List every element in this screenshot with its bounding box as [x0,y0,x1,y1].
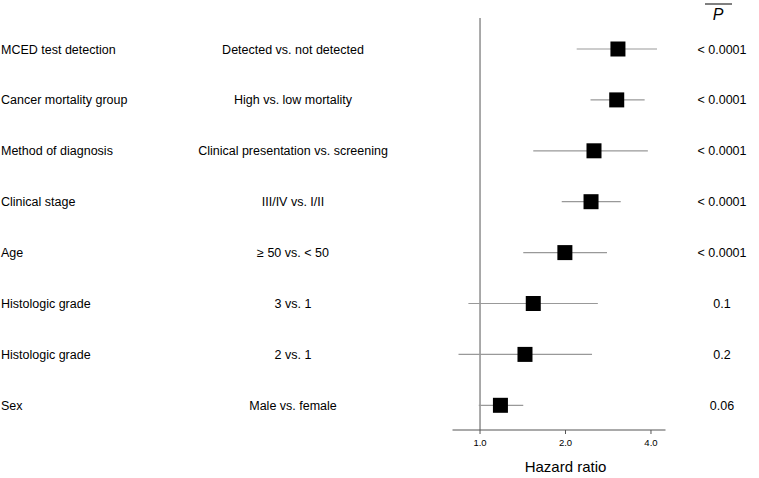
p-header: P [713,6,724,23]
x-tick-label: 1.0 [473,437,486,448]
hazard-ratio-box [517,347,532,362]
p-value: 0.1 [713,297,730,311]
x-tick-label: 4.0 [644,437,657,448]
x-tick-label: 2.0 [559,437,572,448]
row-label: Age [1,246,23,260]
p-value: 0.2 [713,348,730,362]
x-axis [453,430,666,431]
hazard-ratio-box [609,92,624,107]
p-header-rule [705,4,732,5]
row-label: MCED test detection [1,43,116,57]
reference-line [480,18,481,430]
x-axis-label: Hazard ratio [525,458,607,475]
comparison-label: High vs. low mortality [234,93,353,107]
comparison-label: Male vs. female [249,399,337,413]
p-value: < 0.0001 [697,144,746,158]
x-tick [480,430,481,434]
chart: 1.0 2.0 4.0 Hazard ratio P MCED test detectio… [0,0,759,478]
x-tick [565,430,566,434]
comparison-label: 2 vs. 1 [275,348,312,362]
p-value: < 0.0001 [697,246,746,260]
hazard-ratio-box [493,398,508,413]
comparison-label: 3 vs. 1 [275,297,312,311]
p-value: < 0.0001 [697,195,746,209]
comparison-label: ≥ 50 vs. < 50 [257,246,329,260]
hazard-ratio-box [610,42,625,57]
row-label: Method of diagnosis [1,144,113,158]
hazard-ratio-box [526,296,541,311]
comparison-label: Detected vs. not detected [222,43,364,57]
hazard-ratio-box [584,194,599,209]
comparison-label: III/IV vs. I/II [262,195,325,209]
x-tick [650,430,651,434]
hazard-ratio-box [586,143,601,158]
p-value: 0.06 [710,399,734,413]
p-value: < 0.0001 [697,43,746,57]
p-value: < 0.0001 [697,93,746,107]
row-label: Histologic grade [1,297,91,311]
hazard-ratio-box [557,245,572,260]
row-label: Histologic grade [1,348,91,362]
marks [459,42,657,413]
row-label: Sex [1,399,23,413]
row-label: Clinical stage [1,195,75,209]
row-label: Cancer mortality group [1,93,127,107]
comparison-label: Clinical presentation vs. screening [198,144,388,158]
